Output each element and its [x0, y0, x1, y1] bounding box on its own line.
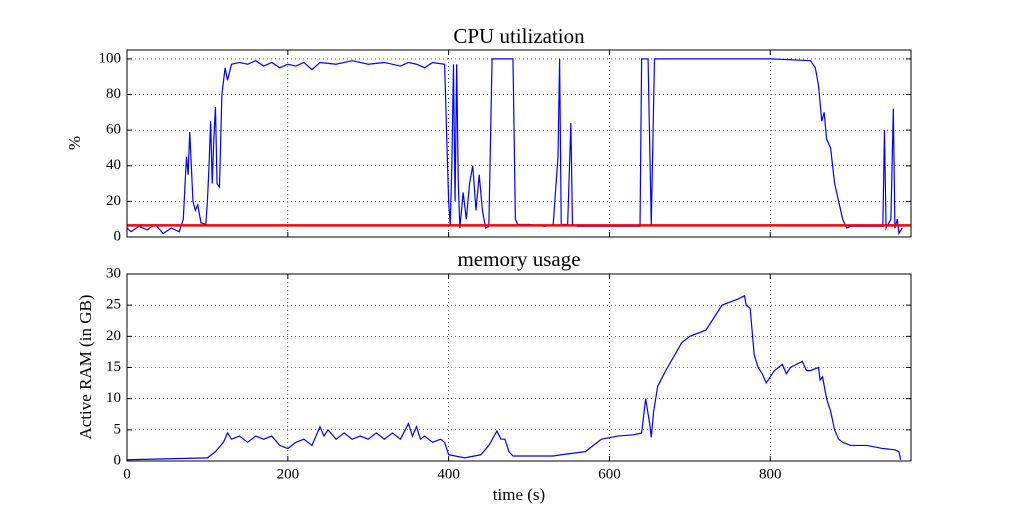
chart-title: memory usage	[457, 247, 580, 271]
y-axis-label: Active RAM (in GB)	[76, 295, 95, 440]
y-tick-label: 5	[114, 421, 122, 437]
y-tick-label: 80	[106, 86, 121, 102]
x-tick-label: 200	[277, 466, 300, 482]
plot-frame	[126, 273, 912, 462]
y-tick-label: 0	[114, 452, 122, 468]
y-tick-label: 25	[106, 297, 121, 313]
x-tick-label: 800	[759, 466, 782, 482]
y-tick-label: 30	[106, 265, 121, 281]
y-tick-label: 20	[106, 328, 121, 344]
chart-title: CPU utilization	[453, 24, 585, 48]
y-tick-label: 100	[99, 50, 122, 66]
y-tick-label: 20	[106, 193, 121, 209]
data-line	[126, 294, 902, 461]
y-tick-label: 60	[106, 122, 121, 138]
y-tick-label: 10	[106, 390, 121, 406]
x-tick-label: 600	[598, 466, 621, 482]
x-axis-label: time (s)	[493, 485, 545, 504]
y-tick-label: 0	[114, 228, 122, 244]
x-tick-label: 400	[437, 466, 460, 482]
x-tick-label: 0	[123, 466, 131, 482]
y-tick-label: 15	[106, 359, 121, 375]
plot-frame	[126, 49, 912, 238]
y-tick-label: 40	[106, 157, 121, 173]
y-axis-label: %	[65, 136, 84, 150]
data-line	[126, 58, 903, 236]
